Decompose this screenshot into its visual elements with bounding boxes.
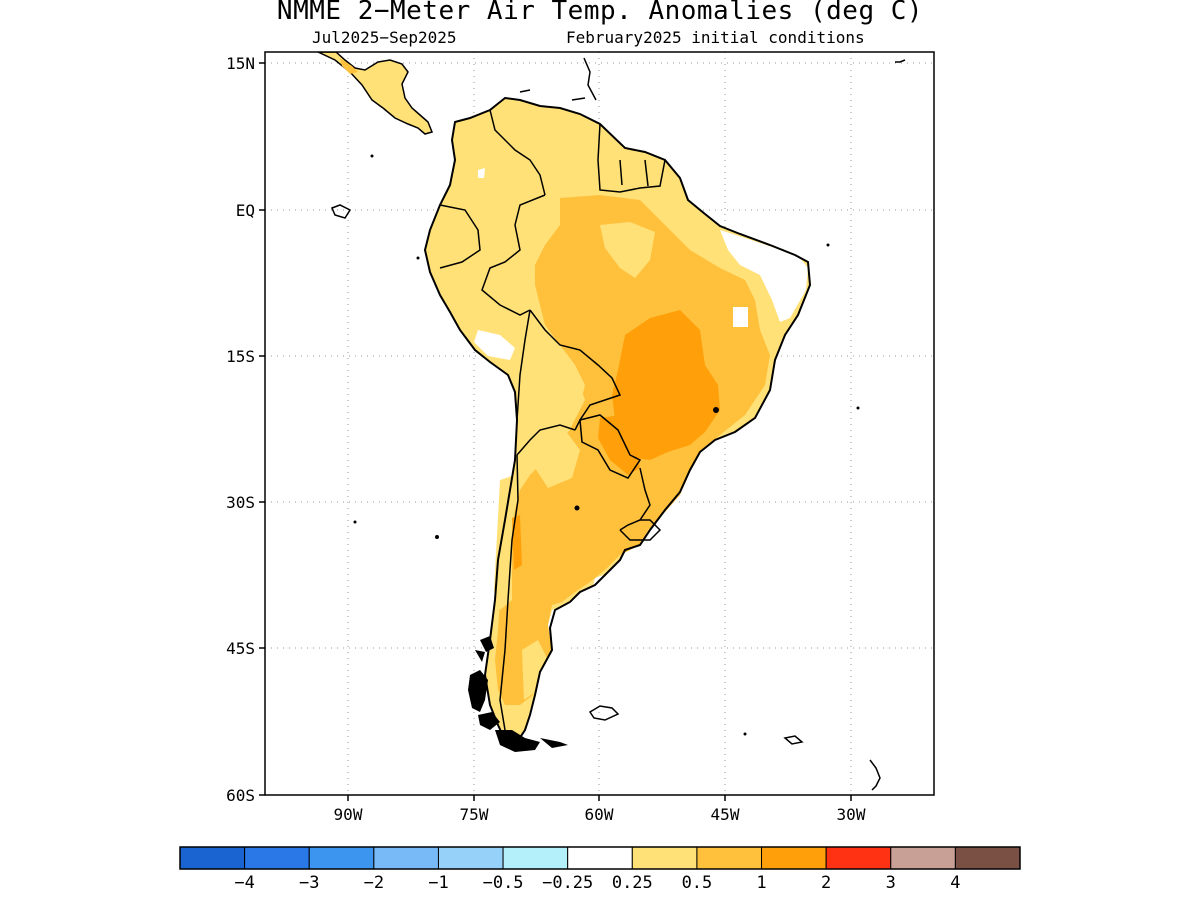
- light-patch-south: [522, 640, 548, 700]
- colorbar-label-9: 2: [821, 873, 831, 893]
- map-title: NMME 2−Meter Air Temp. Anomalies (deg C): [276, 0, 924, 26]
- white-area-peru: [474, 330, 515, 360]
- colorbar-label-5: −0.25: [542, 873, 593, 893]
- initial-conditions: February2025 initial conditions: [566, 28, 865, 47]
- strong-anomaly-region: [612, 310, 720, 460]
- colorbar-label-10: 3: [886, 873, 896, 893]
- lon-label-45w: 45W: [711, 805, 740, 824]
- colorbar-frame: [179, 846, 1021, 870]
- small-islands: [353, 154, 860, 736]
- white-area-patagonia: [530, 588, 598, 715]
- colorbar-label-8: 1: [756, 873, 766, 893]
- strong-anomaly-chile-strip: [512, 515, 522, 570]
- colorbar-swatch-11: [890, 846, 956, 870]
- lat-label-eq: EQ: [236, 201, 255, 220]
- colorbar-swatch-2: [308, 846, 375, 870]
- colorbar-swatch-4: [437, 846, 504, 870]
- lon-label-75w: 75W: [460, 805, 489, 824]
- colorbar-label-0: −4: [234, 873, 254, 893]
- fjord-coast: [468, 636, 568, 752]
- colorbar-label-6: 0.25: [612, 873, 653, 893]
- country-borders: [439, 109, 666, 731]
- islands: [331, 57, 906, 791]
- light-patch-central: [600, 222, 655, 278]
- colorbar-swatch-8: [696, 846, 763, 870]
- colorbar-swatch-5: [502, 846, 569, 870]
- white-area-uruguay: [592, 572, 622, 592]
- colorbar-swatch-9: [761, 846, 827, 870]
- colorbar-label-4: −0.5: [483, 873, 524, 893]
- tick-marks: [259, 62, 852, 801]
- lon-label-60w: 60W: [585, 805, 614, 824]
- colorbar-label-11: 4: [950, 873, 960, 893]
- lat-label-60s: 60S: [226, 786, 255, 805]
- map-area: [265, 52, 934, 795]
- white-area-colombia: [478, 168, 485, 178]
- strong-anomaly-paraguay: [598, 415, 640, 475]
- lat-label-30s: 30S: [226, 493, 255, 512]
- colorbar-label-7: 0.5: [682, 873, 713, 893]
- colorbar: −4 −3 −2 −1 −0.5 −0.25 0.25 0.5 1 2 3 4: [179, 846, 1021, 893]
- colorbar-swatch-6: [567, 846, 633, 870]
- lon-label-30w: 30W: [837, 805, 866, 824]
- white-cell: [733, 307, 748, 327]
- light-patch-bolivia: [522, 350, 585, 430]
- colorbar-swatch-12: [954, 846, 1021, 870]
- central-america-shading: [317, 52, 434, 135]
- colorbar-label-1: −3: [299, 873, 319, 893]
- colorbar-swatch-7: [631, 846, 698, 870]
- forecast-period: Jul2025−Sep2025: [312, 28, 457, 47]
- colorbar-swatch-10: [825, 846, 892, 870]
- colorbar-label-3: −1: [428, 873, 448, 893]
- lon-label-90w: 90W: [334, 805, 363, 824]
- white-area-northeast: [720, 230, 808, 322]
- colorbar-swatch-3: [373, 846, 439, 870]
- lat-label-15n: 15N: [226, 54, 255, 73]
- light-patch-chaco: [535, 430, 580, 488]
- colorbar-swatch-1: [244, 846, 310, 870]
- lat-label-15s: 15S: [226, 347, 255, 366]
- lat-label-45s: 45S: [226, 639, 255, 658]
- colorbar-swatch-0: [179, 846, 246, 870]
- continent-outline: [423, 96, 812, 747]
- colorbar-label-2: −2: [364, 873, 384, 893]
- central-america-orange: [340, 58, 358, 74]
